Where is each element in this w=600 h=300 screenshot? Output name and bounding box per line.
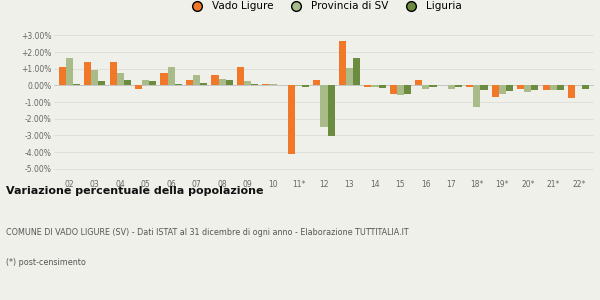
Bar: [404, 85, 411, 94]
Text: (*) post-censimento: (*) post-censimento: [6, 258, 86, 267]
Bar: [200, 83, 208, 85]
Bar: [269, 84, 277, 85]
Bar: [448, 85, 455, 89]
Bar: [73, 84, 80, 85]
Bar: [237, 67, 244, 85]
Bar: [142, 80, 149, 85]
Bar: [160, 73, 167, 85]
Bar: [288, 85, 295, 154]
Bar: [116, 73, 124, 85]
Bar: [98, 81, 106, 85]
Bar: [422, 85, 430, 89]
Bar: [430, 85, 437, 87]
Bar: [218, 79, 226, 85]
Bar: [91, 70, 98, 85]
Bar: [302, 85, 309, 87]
Bar: [244, 81, 251, 85]
Bar: [481, 85, 488, 89]
Bar: [524, 85, 532, 92]
Bar: [517, 85, 524, 89]
Bar: [473, 85, 481, 107]
Bar: [84, 62, 91, 85]
Bar: [328, 85, 335, 136]
Bar: [390, 85, 397, 94]
Bar: [262, 84, 269, 85]
Bar: [167, 67, 175, 85]
Bar: [364, 85, 371, 87]
Bar: [193, 75, 200, 85]
Bar: [415, 80, 422, 85]
Bar: [532, 85, 538, 89]
Bar: [186, 80, 193, 85]
Bar: [397, 85, 404, 94]
Bar: [568, 85, 575, 98]
Bar: [542, 85, 550, 90]
Bar: [149, 81, 157, 85]
Bar: [110, 62, 116, 85]
Bar: [499, 85, 506, 94]
Text: Variazione percentuale della popolazione: Variazione percentuale della popolazione: [6, 186, 263, 196]
Bar: [313, 80, 320, 85]
Bar: [506, 85, 513, 91]
Bar: [353, 58, 360, 85]
Bar: [339, 41, 346, 85]
Bar: [124, 80, 131, 85]
Bar: [491, 85, 499, 97]
Bar: [582, 85, 589, 89]
Bar: [550, 85, 557, 89]
Bar: [295, 85, 302, 86]
Bar: [251, 84, 258, 85]
Bar: [346, 68, 353, 85]
Bar: [455, 85, 462, 87]
Bar: [66, 58, 73, 85]
Bar: [379, 85, 386, 88]
Bar: [371, 85, 379, 87]
Bar: [211, 75, 218, 85]
Bar: [320, 85, 328, 127]
Bar: [226, 80, 233, 85]
Legend: Vado Ligure, Provincia di SV, Liguria: Vado Ligure, Provincia di SV, Liguria: [185, 0, 463, 14]
Bar: [135, 85, 142, 89]
Bar: [466, 85, 473, 87]
Bar: [59, 67, 66, 85]
Text: COMUNE DI VADO LIGURE (SV) - Dati ISTAT al 31 dicembre di ogni anno - Elaborazio: COMUNE DI VADO LIGURE (SV) - Dati ISTAT …: [6, 228, 409, 237]
Bar: [557, 85, 564, 90]
Bar: [175, 84, 182, 85]
